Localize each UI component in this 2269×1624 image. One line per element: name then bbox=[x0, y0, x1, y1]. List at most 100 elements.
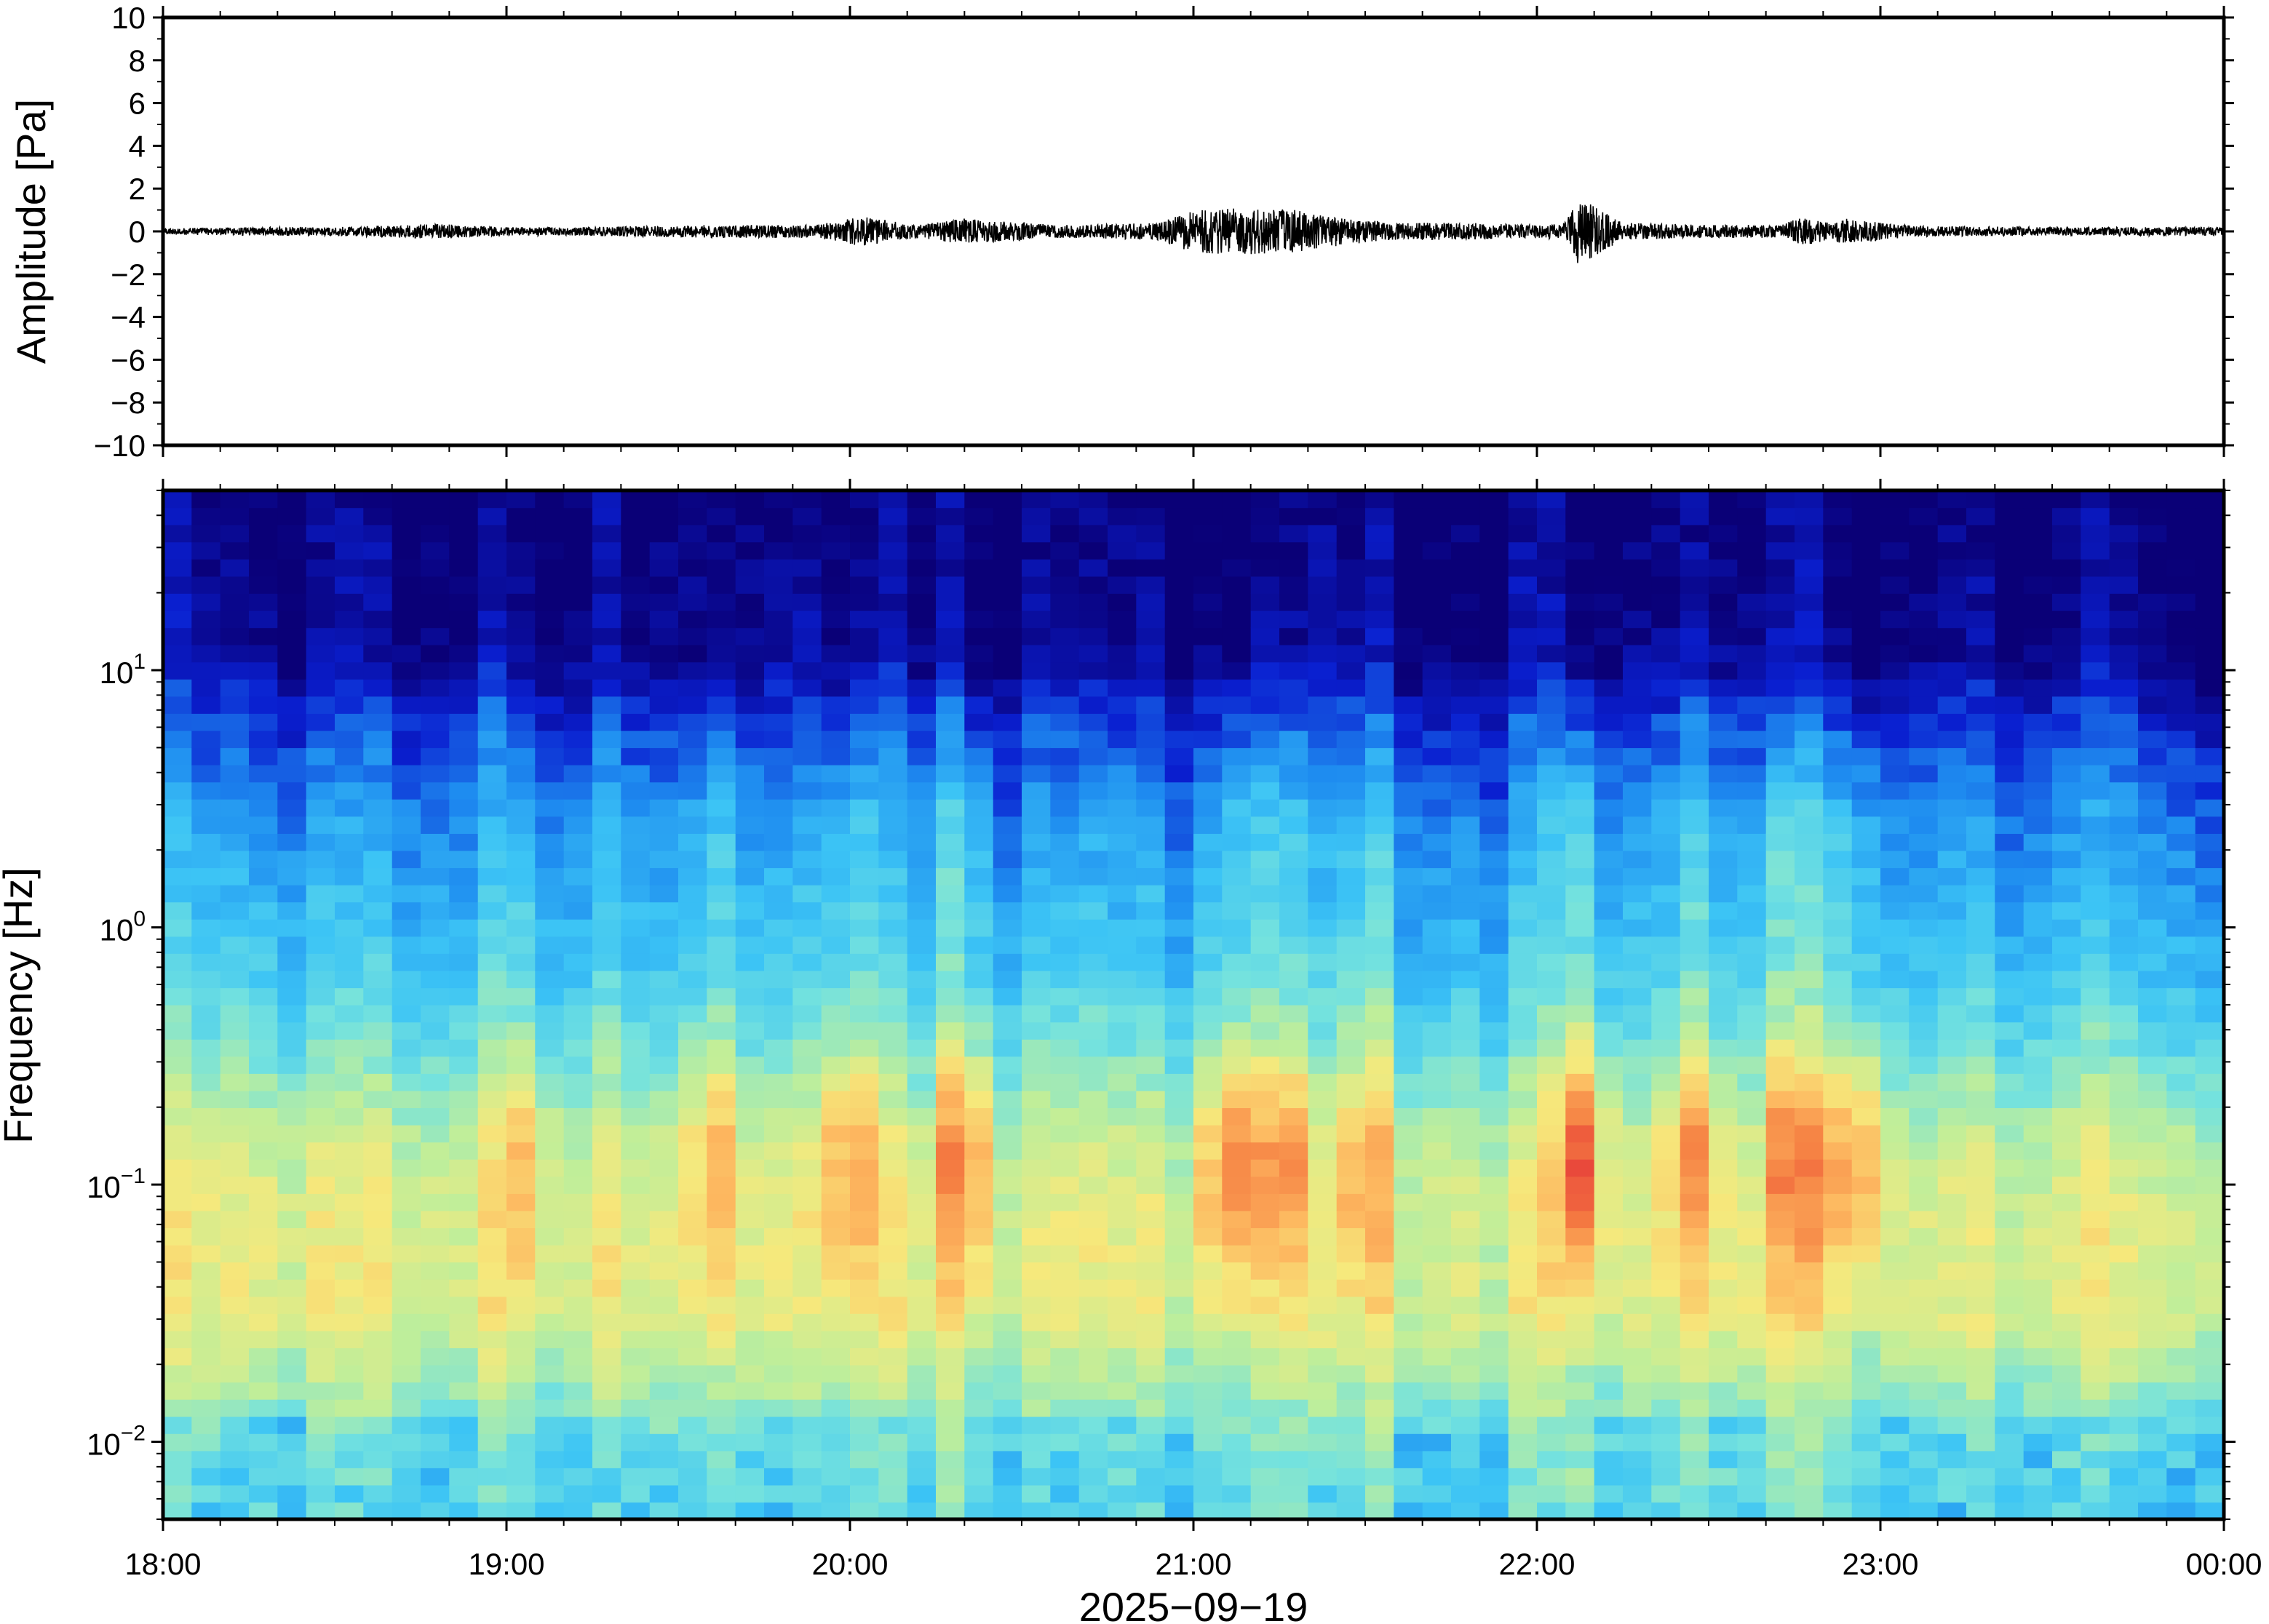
spectrogram-cell bbox=[1394, 507, 1423, 525]
spectrogram-cell bbox=[621, 1348, 651, 1366]
spectrogram-cell bbox=[1623, 1296, 1652, 1314]
spectrogram-cell bbox=[821, 1382, 851, 1400]
spectrogram-cell bbox=[1995, 490, 2024, 509]
spectrogram-cell bbox=[506, 816, 536, 834]
spectrogram-cell bbox=[1050, 1382, 1080, 1400]
spectrogram-cell bbox=[1336, 850, 1366, 869]
spectrogram-cell bbox=[1537, 730, 1566, 749]
spectrogram-cell bbox=[1937, 1330, 1967, 1348]
spectrogram-cell bbox=[1623, 1468, 1652, 1486]
spectrogram-cell bbox=[764, 1073, 793, 1091]
spectrogram-cell bbox=[1765, 1433, 1795, 1452]
spectrogram-cell bbox=[1709, 1244, 1738, 1263]
spectrogram-cell bbox=[163, 1279, 192, 1297]
spectrogram-cell bbox=[1193, 1039, 1223, 1057]
spectrogram-cell bbox=[249, 1313, 278, 1332]
spectrogram-cell bbox=[707, 1364, 736, 1383]
spectrogram-cell bbox=[249, 610, 278, 629]
spectrogram-cell bbox=[2195, 713, 2224, 731]
spectrogram-cell bbox=[678, 1279, 707, 1297]
spectrogram-cell bbox=[878, 936, 908, 954]
spectrogram-cell bbox=[1479, 559, 1509, 577]
spectrogram-cell bbox=[220, 1227, 250, 1246]
spectrogram-cell bbox=[1394, 919, 1423, 937]
spectrogram-cell bbox=[1765, 833, 1795, 851]
spectrogram-cell bbox=[993, 850, 1022, 869]
spectrogram-cell bbox=[2166, 661, 2196, 680]
spectrogram-cell bbox=[707, 1450, 736, 1468]
spectrogram-cell bbox=[477, 816, 507, 834]
spectrogram-cell bbox=[535, 713, 565, 731]
spectrogram-cell bbox=[421, 970, 450, 989]
spectrogram-cell bbox=[1966, 781, 1995, 800]
spectrogram-cell bbox=[1279, 610, 1308, 629]
spectrogram-cell bbox=[1709, 1125, 1738, 1143]
spectrogram-cell bbox=[1279, 1022, 1308, 1040]
spectrogram-cell bbox=[592, 1502, 621, 1519]
spectrogram-cell bbox=[850, 730, 879, 749]
spectrogram-cell bbox=[2195, 1125, 2224, 1143]
spectrogram-cell bbox=[1594, 1090, 1624, 1108]
spectrogram-cell bbox=[563, 1125, 593, 1143]
spectrogram-cell bbox=[2166, 645, 2196, 663]
spectrogram-cell bbox=[1823, 970, 1853, 989]
spectrogram-cell bbox=[2052, 953, 2081, 971]
spectrogram-cell bbox=[1279, 850, 1308, 869]
spectrogram-cell bbox=[2138, 953, 2167, 971]
spectrogram-cell bbox=[1022, 1382, 1051, 1400]
spectrogram-cell bbox=[1623, 1227, 1652, 1246]
spectrogram-cell bbox=[993, 661, 1022, 680]
spectrogram-cell bbox=[1451, 593, 1480, 611]
spectrogram-cell bbox=[335, 1210, 364, 1228]
spectrogram-cell bbox=[563, 1244, 593, 1263]
spectrogram-cell bbox=[707, 1125, 736, 1143]
spectrogram-cell bbox=[850, 696, 879, 714]
spectrogram-cell bbox=[1164, 1279, 1194, 1297]
spectrogram-cell bbox=[2138, 730, 2167, 749]
spectrogram-cell bbox=[220, 576, 250, 594]
spectrogram-cell bbox=[1537, 919, 1566, 937]
spectrogram-cell bbox=[850, 1193, 879, 1211]
spectrogram-cell bbox=[2195, 936, 2224, 954]
spectrogram-cell bbox=[277, 559, 307, 577]
spectrogram-cell bbox=[1537, 1502, 1566, 1519]
spectrogram-cell bbox=[1022, 1073, 1051, 1091]
spectrogram-cell bbox=[1765, 1244, 1795, 1263]
spectrogram-cell bbox=[2023, 1433, 2053, 1452]
spectrogram-cell bbox=[2195, 507, 2224, 525]
spectrogram-cell bbox=[1937, 645, 1967, 663]
spectrogram-cell bbox=[1594, 1416, 1624, 1434]
spectrogram-cell bbox=[1422, 1279, 1452, 1297]
spectrogram-cell bbox=[1651, 867, 1681, 885]
spectrogram-cell bbox=[449, 1262, 479, 1280]
spectrogram-cell bbox=[421, 507, 450, 525]
spectrogram-cell bbox=[1394, 627, 1423, 645]
spectrogram-cell bbox=[1851, 1262, 1881, 1280]
spectrogram-x-tick-label: 23:00 bbox=[1842, 1547, 1918, 1581]
spectrogram-cell bbox=[1164, 576, 1194, 594]
spectrogram-cell bbox=[306, 627, 335, 645]
spectrogram-cell bbox=[1537, 696, 1566, 714]
spectrogram-cell bbox=[1651, 507, 1681, 525]
spectrogram-cell bbox=[163, 490, 192, 509]
spectrogram-cell bbox=[2109, 730, 2139, 749]
spectrogram-cell bbox=[2109, 799, 2139, 817]
spectrogram-cell bbox=[306, 1262, 335, 1280]
spectrogram-cell bbox=[1737, 765, 1767, 783]
spectrogram-cell bbox=[363, 747, 393, 765]
spectrogram-cell bbox=[277, 1073, 307, 1091]
spectrogram-cell bbox=[506, 593, 536, 611]
spectrogram-cell bbox=[1880, 661, 1910, 680]
spectrogram-cell bbox=[964, 1416, 994, 1434]
spectrogram-cell bbox=[2081, 1125, 2110, 1143]
spectrogram-cell bbox=[678, 781, 707, 800]
spectrogram-cell bbox=[1078, 1210, 1108, 1228]
spectrogram-cell bbox=[1136, 525, 1166, 543]
spectrogram-cell bbox=[1136, 1279, 1166, 1297]
spectrogram-cell bbox=[1709, 696, 1738, 714]
spectrogram-cell bbox=[907, 541, 937, 560]
spectrogram-cell bbox=[2081, 593, 2110, 611]
spectrogram-cell bbox=[1623, 1416, 1652, 1434]
spectrogram-cell bbox=[678, 1142, 707, 1160]
spectrogram-cell bbox=[1565, 627, 1595, 645]
